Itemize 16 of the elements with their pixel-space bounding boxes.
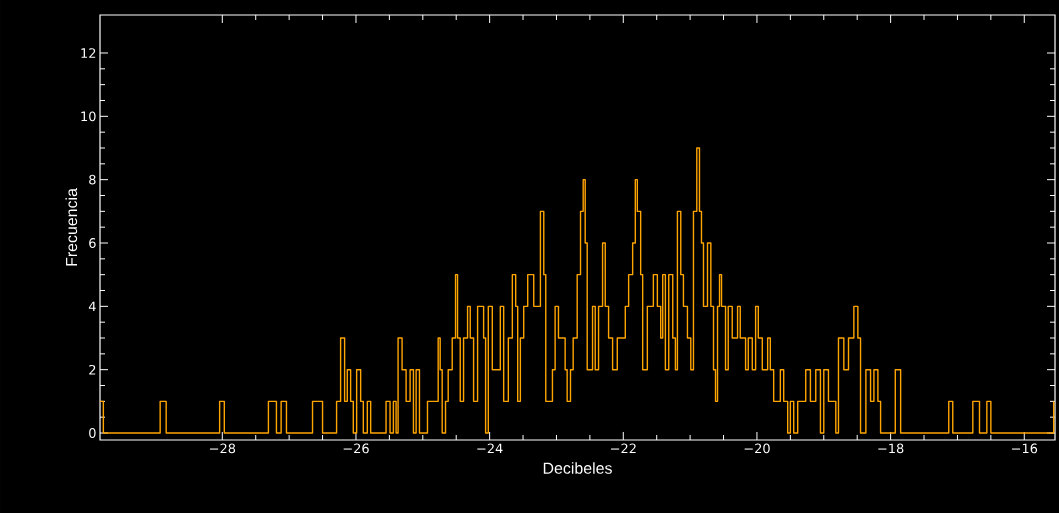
y-tick-label: 0 [89,428,96,438]
y-tick-label: 2 [89,364,96,375]
y-tick-label: 8 [89,174,96,185]
y-tick-label: 6 [89,238,96,248]
x-tick-label: −16 [1011,443,1038,454]
y-tick-label: 10 [81,111,96,122]
y-axis-title: Frecuencia [65,188,78,266]
y-tick-label: 12 [81,48,96,58]
x-tick-label: −28 [210,443,236,454]
x-tick-label: −18 [878,443,904,454]
x-tick-label: −20 [744,443,770,454]
x-tick-label: −24 [477,443,503,454]
x-axis-title: Decibeles [543,462,612,474]
x-tick-label: −26 [343,443,369,454]
y-tick-label: 4 [88,301,96,312]
x-tick-label: −22 [611,443,636,454]
